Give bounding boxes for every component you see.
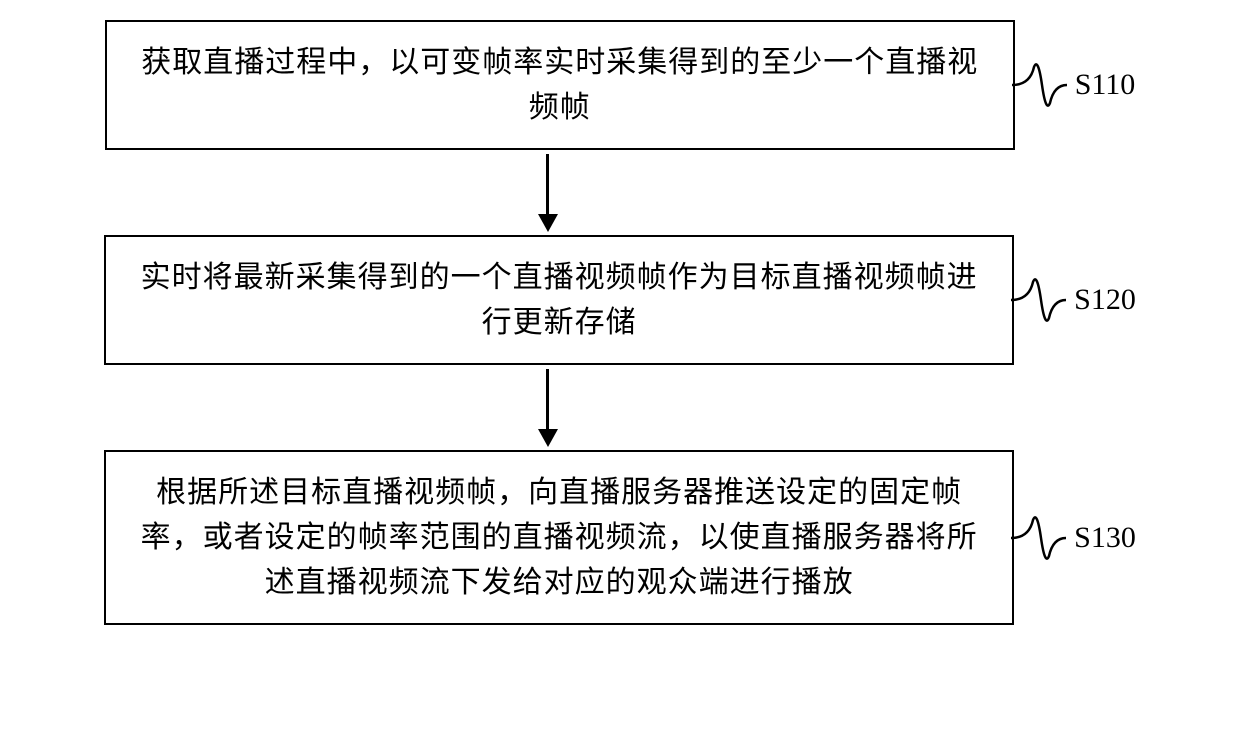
step-text-s110: 获取直播过程中，以可变帧率实时采集得到的至少一个直播视频帧 bbox=[137, 40, 983, 130]
arrow-line-icon bbox=[546, 369, 549, 429]
arrow-head-icon bbox=[538, 214, 558, 232]
arrow-head-icon bbox=[538, 429, 558, 447]
label-container-s110: S110 bbox=[1015, 55, 1136, 115]
step-box-s110: 获取直播过程中，以可变帧率实时采集得到的至少一个直播视频帧 bbox=[105, 20, 1015, 150]
arrow-s120-s130 bbox=[93, 365, 1003, 450]
step-label-s110: S110 bbox=[1075, 68, 1136, 102]
step-row-s120: 实时将最新采集得到的一个直播视频帧作为目标直播视频帧进行更新存储 S120 bbox=[104, 235, 1136, 365]
connector-curve-icon bbox=[1011, 508, 1066, 568]
step-label-s120: S120 bbox=[1074, 283, 1136, 317]
flowchart-container: 获取直播过程中，以可变帧率实时采集得到的至少一个直播视频帧 S110 实时将最新… bbox=[0, 20, 1240, 625]
step-box-s130: 根据所述目标直播视频帧，向直播服务器推送设定的固定帧率，或者设定的帧率范围的直播… bbox=[104, 450, 1014, 625]
label-container-s120: S120 bbox=[1014, 270, 1136, 330]
connector-curve-icon bbox=[1012, 55, 1067, 115]
step-row-s110: 获取直播过程中，以可变帧率实时采集得到的至少一个直播视频帧 S110 bbox=[105, 20, 1136, 150]
arrow-s110-s120 bbox=[93, 150, 1003, 235]
connector-curve-icon bbox=[1011, 270, 1066, 330]
label-container-s130: S130 bbox=[1014, 508, 1136, 568]
step-text-s120: 实时将最新采集得到的一个直播视频帧作为目标直播视频帧进行更新存储 bbox=[136, 255, 982, 345]
step-text-s130: 根据所述目标直播视频帧，向直播服务器推送设定的固定帧率，或者设定的帧率范围的直播… bbox=[136, 470, 982, 605]
arrow-line-icon bbox=[546, 154, 549, 214]
step-label-s130: S130 bbox=[1074, 521, 1136, 555]
step-row-s130: 根据所述目标直播视频帧，向直播服务器推送设定的固定帧率，或者设定的帧率范围的直播… bbox=[104, 450, 1136, 625]
step-box-s120: 实时将最新采集得到的一个直播视频帧作为目标直播视频帧进行更新存储 bbox=[104, 235, 1014, 365]
